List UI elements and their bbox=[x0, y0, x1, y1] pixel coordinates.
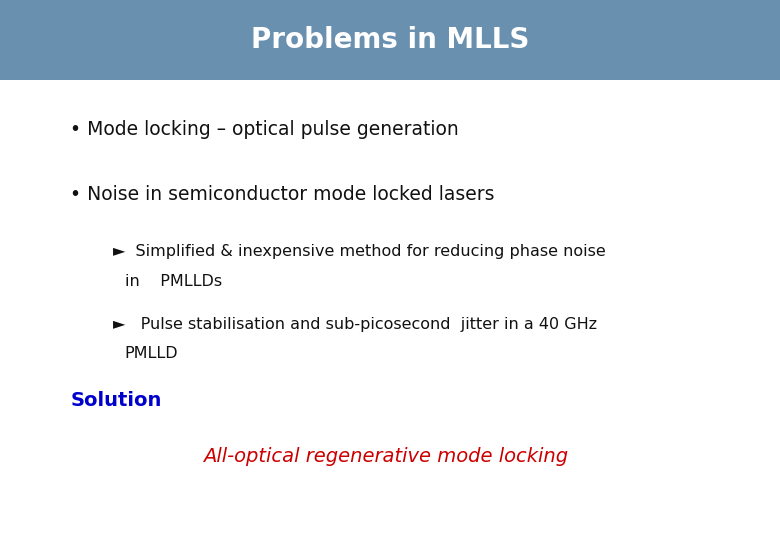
Text: • Mode locking – optical pulse generation: • Mode locking – optical pulse generatio… bbox=[70, 120, 459, 139]
Text: All-optical regenerative mode locking: All-optical regenerative mode locking bbox=[203, 447, 568, 466]
Text: PMLLD: PMLLD bbox=[125, 346, 179, 361]
Text: in    PMLLDs: in PMLLDs bbox=[125, 274, 222, 289]
Text: ►  Simplified & inexpensive method for reducing phase noise: ► Simplified & inexpensive method for re… bbox=[113, 244, 606, 259]
Text: Solution: Solution bbox=[70, 391, 161, 410]
Text: • Noise in semiconductor mode locked lasers: • Noise in semiconductor mode locked las… bbox=[70, 185, 495, 204]
Text: ►   Pulse stabilisation and sub-picosecond  jitter in a 40 GHz: ► Pulse stabilisation and sub-picosecond… bbox=[113, 316, 597, 332]
Text: Problems in MLLS: Problems in MLLS bbox=[251, 26, 529, 54]
Bar bbox=[0, 0, 780, 80]
